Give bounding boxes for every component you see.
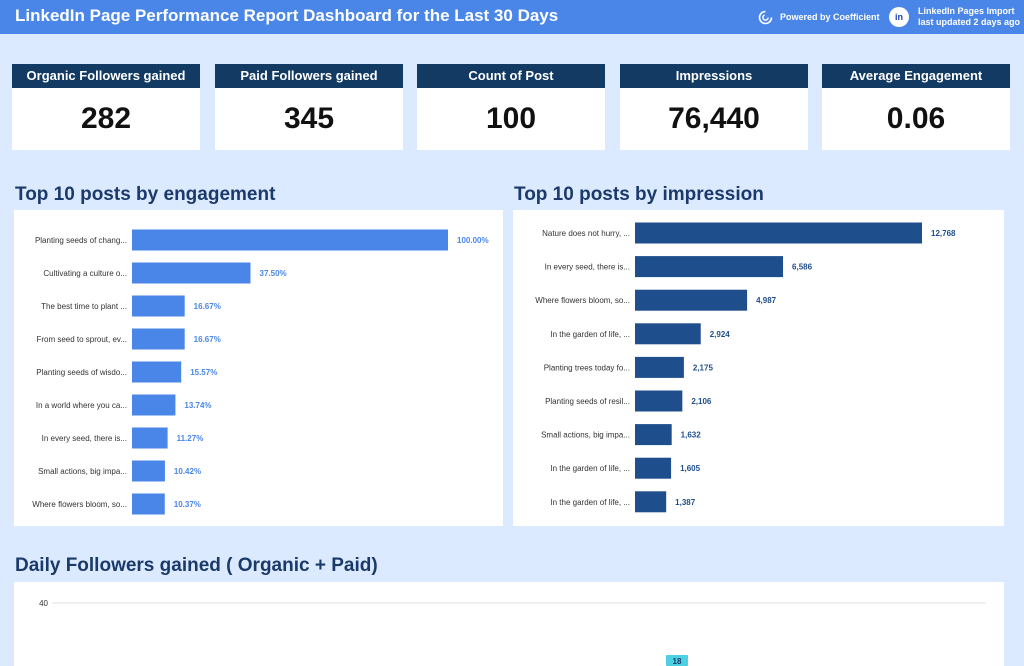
- kpi-value: 100: [485, 102, 537, 135]
- category-label: From seed to sprout, ev...: [36, 335, 127, 344]
- bar: [635, 390, 683, 412]
- import-source: LinkedIn Pages Import: [918, 6, 1015, 16]
- kpi-card-organic-followers: Organic Followers gained 282: [12, 64, 200, 150]
- data-label: 2,175: [693, 363, 714, 372]
- bar: [635, 457, 672, 479]
- kpi-label: Paid Followers gained: [215, 64, 403, 88]
- category-label: In every seed, there is...: [545, 263, 630, 272]
- category-label: In a world where you ca...: [36, 401, 127, 410]
- category-label: In every seed, there is...: [42, 434, 127, 443]
- data-label: 6,586: [792, 263, 813, 272]
- bar: [635, 222, 922, 244]
- kpi-card-average-engagement: Average Engagement 0.06: [822, 64, 1010, 150]
- bar: [635, 424, 672, 446]
- import-updated: last updated 2 days ago: [918, 17, 1021, 27]
- coefficient-logo-icon: [758, 10, 773, 24]
- followers-chart-title: Daily Followers gained ( Organic + Paid): [15, 555, 378, 576]
- kpi-label: Impressions: [620, 64, 808, 88]
- category-label: Planting trees today fo...: [544, 363, 630, 372]
- engagement-chart-panel: Planting seeds of chang... 100.00% Cultiva…: [14, 210, 503, 526]
- bar: [132, 262, 251, 284]
- dashboard-title: LinkedIn Page Performance Report Dashboa…: [15, 6, 559, 25]
- powered-by[interactable]: Powered by Coefficient: [758, 6, 880, 28]
- data-label: 13.74%: [184, 401, 211, 410]
- data-label: 16.67%: [194, 335, 221, 344]
- bar: [132, 295, 185, 317]
- category-label: Small actions, big impa...: [38, 467, 127, 476]
- engagement-chart-title: Top 10 posts by engagement: [15, 184, 276, 205]
- category-label: Planting seeds of chang...: [35, 236, 127, 245]
- bar: [132, 229, 448, 251]
- category-label: In the garden of life, ...: [550, 498, 630, 507]
- data-label: 1,387: [675, 498, 696, 507]
- bar: [132, 394, 176, 416]
- category-label: Where flowers bloom, so...: [32, 500, 127, 509]
- category-label: In the garden of life, ...: [550, 464, 630, 473]
- kpi-label: Average Engagement: [822, 64, 1010, 88]
- category-label: Where flowers bloom, so...: [535, 296, 630, 305]
- data-label-box: [666, 655, 688, 666]
- kpi-card-impressions: Impressions 76,440: [620, 64, 808, 150]
- followers-chart-panel: 40 18: [14, 582, 1004, 666]
- data-label: 100.00%: [457, 236, 489, 245]
- impression-chart-panel: Nature does not hurry, ... 12,768 In every…: [513, 210, 1004, 526]
- impression-bar-chart: Nature does not hurry, ... 12,768 In every…: [535, 222, 956, 513]
- data-label: 1,605: [680, 464, 701, 473]
- followers-bar-chart: 40 18: [39, 599, 986, 666]
- category-label: The best time to plant ...: [41, 302, 127, 311]
- category-label: Planting seeds of wisdo...: [36, 368, 127, 377]
- kpi-value: 76,440: [668, 102, 760, 135]
- data-label: 10.37%: [174, 500, 201, 509]
- kpi-label: Organic Followers gained: [12, 64, 200, 88]
- data-label: 12,768: [931, 229, 956, 238]
- kpi-value: 345: [283, 102, 335, 135]
- linkedin-icon: in: [889, 7, 909, 27]
- header-bar: LinkedIn Page Performance Report Dashboa…: [0, 0, 1024, 34]
- impression-chart-title: Top 10 posts by impression: [514, 184, 764, 205]
- category-label: Cultivating a culture o...: [43, 269, 127, 278]
- kpi-label: Count of Post: [417, 64, 605, 88]
- bar: [635, 289, 748, 311]
- kpi-value: 282: [80, 102, 132, 135]
- bar: [132, 460, 165, 482]
- bar: [132, 361, 182, 383]
- linkedin-badge-text: in: [895, 11, 903, 22]
- y-tick-label: 40: [39, 599, 48, 608]
- data-label: 10.42%: [174, 467, 201, 476]
- powered-by-label: Powered by Coefficient: [780, 12, 880, 22]
- category-label: In the garden of life, ...: [550, 330, 630, 339]
- data-label: 2,106: [691, 397, 712, 406]
- bar: [132, 328, 185, 350]
- category-label: Small actions, big impa...: [541, 431, 630, 440]
- data-label: 18: [673, 657, 682, 666]
- kpi-card-count-of-post: Count of Post 100: [417, 64, 605, 150]
- kpi-card-paid-followers: Paid Followers gained 345: [215, 64, 403, 150]
- engagement-bar-chart: Planting seeds of chang... 100.00% Cultiva…: [32, 229, 489, 515]
- bar: [635, 323, 701, 345]
- data-label: 15.57%: [190, 368, 217, 377]
- data-label: 2,924: [710, 330, 731, 339]
- kpi-value: 0.06: [886, 102, 946, 135]
- bar: [635, 256, 784, 278]
- bar: [132, 493, 165, 515]
- category-label: Planting seeds of resil...: [545, 397, 630, 406]
- bar: [635, 491, 667, 513]
- data-label: 4,987: [756, 296, 777, 305]
- data-label: 11.27%: [177, 434, 204, 443]
- data-label: 16.67%: [194, 302, 221, 311]
- data-label: 1,632: [681, 431, 702, 440]
- bar: [635, 356, 684, 378]
- data-label: 37.50%: [260, 269, 287, 278]
- category-label: Nature does not hurry, ...: [542, 229, 630, 238]
- import-status: in LinkedIn Pages Import last updated 2 …: [889, 3, 1020, 31]
- bar: [132, 427, 168, 449]
